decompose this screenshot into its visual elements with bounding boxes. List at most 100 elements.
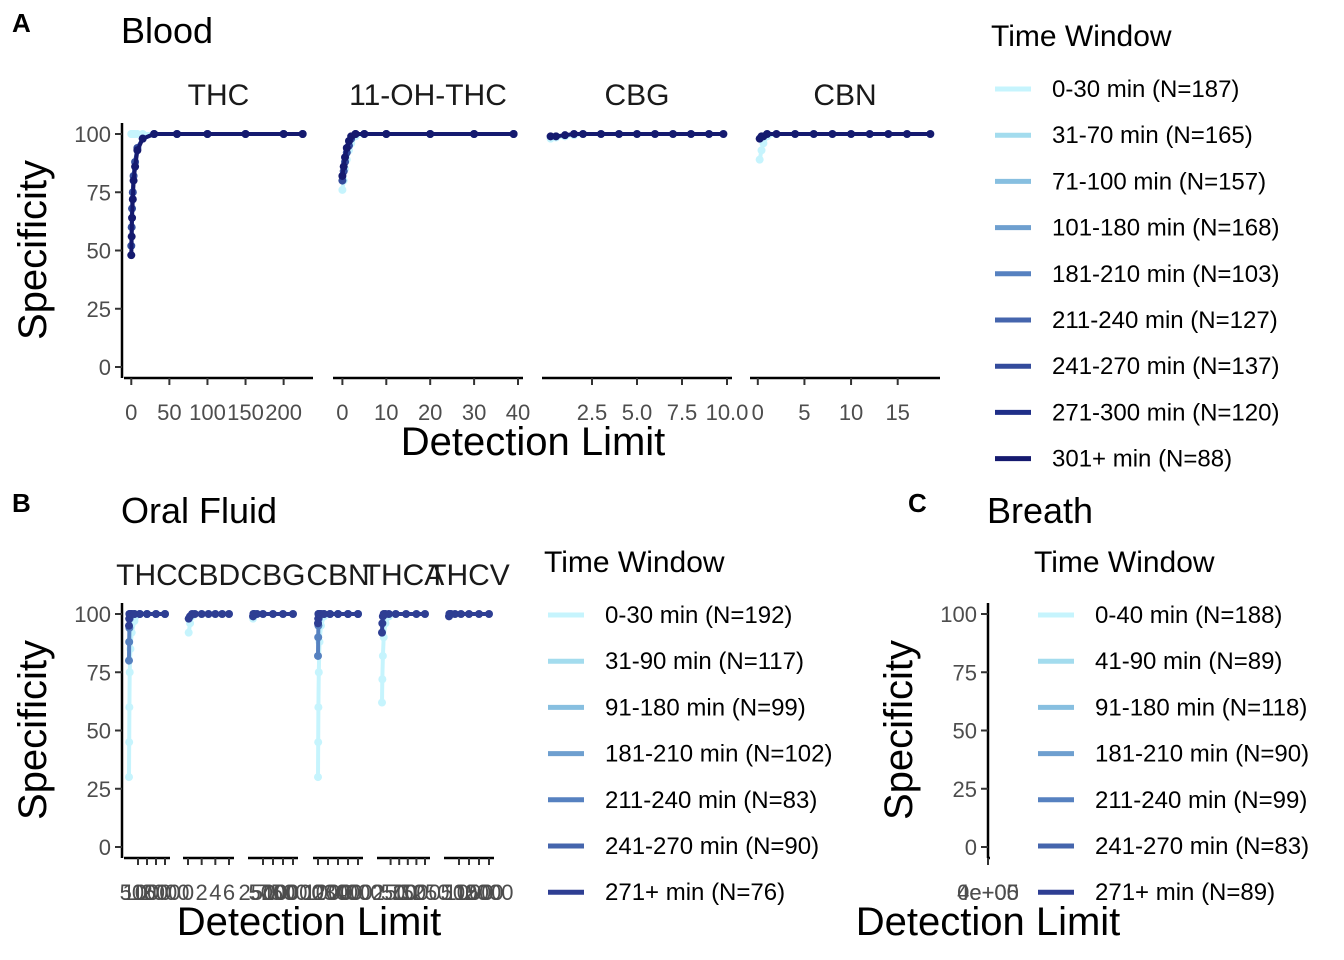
- panel-a-facet-cbn-data-point: [847, 130, 856, 138]
- panel-b-facet-thcv-data-point: [451, 610, 459, 618]
- panel-c-x-tick-label: 4e+05: [957, 880, 1019, 905]
- panel-a-facet-cbn-data-point: [791, 130, 800, 138]
- panel-c-y-tick-label: 25: [953, 777, 977, 802]
- panel-a-facet-11-oh-thc-data-point: [360, 130, 369, 138]
- panel-b-facet-thca-x-tick-label: 500: [381, 880, 418, 905]
- panel-b-y-tick-label: 75: [87, 660, 111, 685]
- panel-a-facet-cbg-data-point: [687, 130, 695, 138]
- panel-b-y-axis-title: Specificity: [11, 640, 55, 820]
- panel-b-facet-cbg-data-point: [253, 610, 261, 618]
- panel-c-legend-label: 41-90 min (N=89): [1095, 648, 1282, 675]
- panel-a-facet-11-oh-thc-x-tick-label: 30: [462, 400, 486, 425]
- panel-a-facet-thc-data-point: [241, 130, 250, 138]
- panel-a-facet-cbn-data-point: [757, 146, 766, 155]
- panel-c-legend-label: 271+ min (N=89): [1095, 879, 1275, 906]
- panel-a-facet-11-oh-thc-data-point: [342, 143, 351, 152]
- panel-a-facet-thc-x-tick-label: 100: [189, 400, 226, 425]
- panel-b-facet-thc-data-point: [125, 621, 133, 630]
- panel-b-facet-thca-strip-label: THCA: [363, 559, 445, 592]
- panel-b-facet-cbn-data-point: [314, 633, 323, 642]
- panel-a-y-tick-label: 0: [99, 355, 111, 380]
- panel-b-facet-cbd-data-point: [184, 628, 193, 637]
- panel-a-facet-cbg-data-point: [570, 130, 578, 138]
- panel-b-facet-thc-data-point: [125, 637, 134, 646]
- panel-a-facet-thc-x-tick-label: 200: [265, 400, 302, 425]
- panel-a-facet-thc-data-point: [128, 213, 137, 222]
- panel-b-facet-thc-data-point: [125, 738, 134, 747]
- panel-a-facet-cbg-x-tick-label: 10.0: [706, 400, 749, 425]
- panel-b-facet-cbn-data-point: [320, 610, 328, 618]
- panel-b-x-axis-title: Detection Limit: [177, 900, 442, 944]
- panel-b-facet-thc-data-point: [125, 656, 133, 665]
- panel-a-facet-11-oh-thc-data-point: [351, 130, 360, 138]
- panel-a-facet-thc-data-point: [138, 134, 147, 143]
- panel-a-facet-11-oh-thc-data-point: [470, 130, 479, 138]
- panel-b-facet-cbd-data-point: [197, 610, 206, 618]
- panel-b-facet-cbg-x-tick-label: 2500: [239, 880, 288, 905]
- panel-b-facet-thca-data-point: [378, 628, 386, 637]
- panel-b-facet-thca-data-point: [402, 610, 411, 618]
- panel-a-facet-cbn-data-point: [926, 130, 935, 138]
- panel-a-legend-title: Time Window: [991, 20, 1172, 53]
- panel-a-letter: A: [12, 8, 31, 38]
- panel-a-facet-11-oh-thc-data-point: [338, 185, 347, 194]
- panel-a-facet-thc-series-line: [129, 132, 303, 246]
- panel-a-facet-cbg-x-tick-label: 5.0: [622, 400, 653, 425]
- panel-c-y-axis-title: Specificity: [877, 640, 921, 820]
- panel-b-facet-cbg-data-point: [289, 610, 297, 618]
- panel-b-facet-cbd-x-tick-label: 4: [209, 880, 221, 905]
- panel-b-facet-thcv-x-tick-label: 500: [441, 880, 478, 905]
- panel-a-facet-cbg-data-point: [651, 130, 659, 138]
- panel-b-facet-cbg-data-point: [259, 610, 267, 618]
- panel-a-facet-cbg-data-point: [705, 130, 713, 138]
- panel-b-facet-thc-x-tick-label: 1500: [132, 880, 181, 905]
- panel-b-facet-thc-data-point: [125, 773, 133, 782]
- panel-a-legend-label: 211-240 min (N=127): [1052, 307, 1278, 334]
- panel-b-facet-cbd-data-point: [190, 610, 199, 618]
- panel-a-legend-label: 241-270 min (N=137): [1052, 353, 1279, 380]
- panel-b-facet-cbg-x-tick-label: 10000: [262, 880, 323, 905]
- panel-b-facet-thca-data-point: [412, 610, 421, 618]
- panel-a-facet-cbn-data-point: [763, 130, 772, 138]
- panel-b-facet-thca-x-tick-label: 1250: [401, 880, 450, 905]
- panel-b-facet-cbd-data-point: [211, 610, 220, 618]
- panel-a-legend-label: 0-30 min (N=187): [1052, 76, 1239, 103]
- panel-b-facet-thcv-data-point: [465, 610, 473, 618]
- panel-a-facet-11-oh-thc-data-point: [426, 130, 435, 138]
- panel-b-facet-thca-data-point: [384, 610, 393, 618]
- panel-b-facet-cbd-x-tick-label: 6: [223, 880, 235, 905]
- panel-c-legend-label: 91-180 min (N=118): [1095, 694, 1307, 721]
- panel-b-facet-cbn-x-tick-label: 4000: [334, 880, 383, 905]
- panel-a-facet-cbg-data-point: [633, 130, 641, 138]
- panel-b-facet-thca-data-point: [378, 651, 387, 660]
- panel-b-facet-cbn-data-point: [314, 738, 323, 747]
- panel-b-facet-thc-x-tick-label: 2000: [141, 880, 190, 905]
- panel-a-facet-thc-data-point: [133, 146, 142, 155]
- panel-a-legend-label: 101-180 min (N=168): [1052, 215, 1279, 242]
- panel-b-legend-label: 271+ min (N=76): [605, 879, 785, 906]
- panel-b-facet-thc-data-point: [135, 610, 144, 618]
- panel-a-facet-cbn-data-point: [884, 130, 893, 138]
- panel-b-facet-cbg-data-point: [279, 610, 287, 618]
- panel-b-letter: B: [12, 488, 31, 518]
- panel-b-facet-cbn-data-point: [314, 703, 323, 712]
- panel-b-facet-cbd-x-tick-label: 0: [182, 880, 194, 905]
- panel-b-facet-cbd-strip-label: CBD: [177, 559, 240, 592]
- panel-b-facet-thc-data-point: [125, 668, 134, 677]
- panel-b-facet-cbn-data-point: [314, 651, 322, 660]
- panel-a-x-axis-title: Detection Limit: [401, 420, 666, 464]
- panel-b-facet-thc-data-point: [143, 610, 151, 618]
- panel-b-facet-thca-series-line: [380, 612, 425, 703]
- panel-a-legend-label: 181-210 min (N=103): [1052, 261, 1279, 288]
- panel-a-y-tick-label: 25: [87, 297, 111, 322]
- panel-b-y-tick-label: 50: [87, 719, 111, 744]
- panel-b-facet-thca-data-point: [378, 675, 387, 684]
- panel-b-facet-thca-x-tick-label: 250: [372, 880, 409, 905]
- panel-b-facet-thc-data-point: [152, 610, 160, 618]
- panel-c-legend-label: 181-210 min (N=90): [1095, 741, 1309, 768]
- panel-b-legend-label: 31-90 min (N=117): [605, 648, 804, 675]
- panel-a-facet-cbn-strip-label: CBN: [813, 79, 876, 112]
- panel-b-facet-cbn-x-tick-label: 0: [312, 880, 324, 905]
- panel-b-facet-cbn-data-point: [334, 610, 342, 618]
